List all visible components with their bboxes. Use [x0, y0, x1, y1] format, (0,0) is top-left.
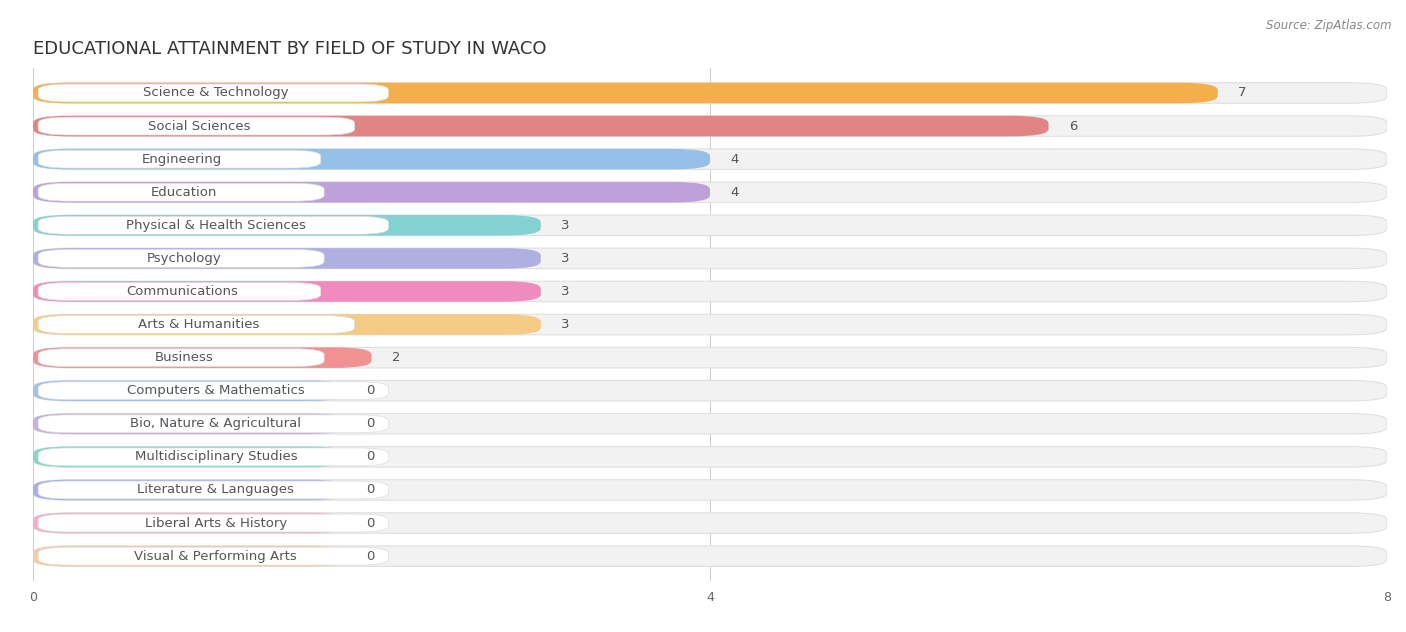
Text: 3: 3 [561, 252, 569, 265]
Text: Literature & Languages: Literature & Languages [138, 483, 294, 497]
Text: Arts & Humanities: Arts & Humanities [138, 318, 260, 331]
FancyBboxPatch shape [34, 447, 346, 467]
Text: 3: 3 [561, 318, 569, 331]
FancyBboxPatch shape [34, 182, 1386, 202]
Text: 2: 2 [392, 351, 401, 364]
FancyBboxPatch shape [34, 182, 710, 202]
Text: 0: 0 [367, 451, 375, 463]
Text: Liberal Arts & History: Liberal Arts & History [145, 516, 287, 530]
FancyBboxPatch shape [34, 149, 1386, 169]
Text: Business: Business [155, 351, 214, 364]
FancyBboxPatch shape [34, 281, 541, 301]
Text: Visual & Performing Arts: Visual & Performing Arts [135, 550, 297, 562]
Text: Communications: Communications [127, 285, 238, 298]
FancyBboxPatch shape [38, 283, 321, 300]
FancyBboxPatch shape [34, 413, 346, 434]
Text: 0: 0 [367, 483, 375, 497]
Text: 0: 0 [367, 417, 375, 430]
Text: 0: 0 [367, 516, 375, 530]
FancyBboxPatch shape [38, 481, 388, 499]
Text: 0: 0 [367, 384, 375, 398]
FancyBboxPatch shape [34, 513, 1386, 533]
Text: Education: Education [150, 186, 217, 198]
FancyBboxPatch shape [34, 215, 1386, 236]
FancyBboxPatch shape [34, 380, 1386, 401]
FancyBboxPatch shape [34, 149, 710, 169]
FancyBboxPatch shape [38, 84, 388, 102]
Text: Source: ZipAtlas.com: Source: ZipAtlas.com [1267, 19, 1392, 32]
Text: Multidisciplinary Studies: Multidisciplinary Studies [135, 451, 297, 463]
FancyBboxPatch shape [34, 116, 1386, 137]
Text: 3: 3 [561, 285, 569, 298]
FancyBboxPatch shape [38, 117, 354, 135]
Text: 4: 4 [730, 186, 738, 198]
FancyBboxPatch shape [34, 447, 1386, 467]
Text: Bio, Nature & Agricultural: Bio, Nature & Agricultural [131, 417, 301, 430]
FancyBboxPatch shape [34, 215, 541, 236]
Text: Computers & Mathematics: Computers & Mathematics [127, 384, 305, 398]
Text: 3: 3 [561, 219, 569, 232]
FancyBboxPatch shape [34, 83, 1386, 103]
FancyBboxPatch shape [34, 413, 1386, 434]
FancyBboxPatch shape [38, 448, 388, 466]
FancyBboxPatch shape [34, 281, 1386, 301]
FancyBboxPatch shape [38, 415, 388, 433]
FancyBboxPatch shape [38, 183, 325, 201]
FancyBboxPatch shape [38, 315, 354, 334]
FancyBboxPatch shape [34, 116, 1049, 137]
FancyBboxPatch shape [34, 546, 346, 566]
Text: 7: 7 [1239, 87, 1247, 99]
FancyBboxPatch shape [34, 248, 1386, 269]
Text: 6: 6 [1069, 119, 1077, 133]
FancyBboxPatch shape [34, 83, 1218, 103]
FancyBboxPatch shape [34, 348, 1386, 368]
FancyBboxPatch shape [38, 547, 388, 565]
FancyBboxPatch shape [34, 513, 346, 533]
FancyBboxPatch shape [38, 250, 325, 267]
Text: EDUCATIONAL ATTAINMENT BY FIELD OF STUDY IN WACO: EDUCATIONAL ATTAINMENT BY FIELD OF STUDY… [34, 40, 547, 58]
FancyBboxPatch shape [34, 546, 1386, 566]
FancyBboxPatch shape [34, 314, 541, 335]
FancyBboxPatch shape [38, 349, 325, 367]
Text: Social Sciences: Social Sciences [148, 119, 250, 133]
FancyBboxPatch shape [38, 150, 321, 168]
FancyBboxPatch shape [38, 216, 388, 234]
FancyBboxPatch shape [38, 382, 388, 399]
FancyBboxPatch shape [34, 348, 371, 368]
FancyBboxPatch shape [34, 314, 1386, 335]
FancyBboxPatch shape [38, 514, 388, 532]
Text: Science & Technology: Science & Technology [143, 87, 288, 99]
Text: 4: 4 [730, 153, 738, 166]
Text: Physical & Health Sciences: Physical & Health Sciences [127, 219, 305, 232]
Text: Engineering: Engineering [142, 153, 222, 166]
Text: 0: 0 [367, 550, 375, 562]
FancyBboxPatch shape [34, 248, 541, 269]
FancyBboxPatch shape [34, 480, 346, 500]
FancyBboxPatch shape [34, 480, 1386, 500]
FancyBboxPatch shape [34, 380, 346, 401]
Text: Psychology: Psychology [146, 252, 221, 265]
